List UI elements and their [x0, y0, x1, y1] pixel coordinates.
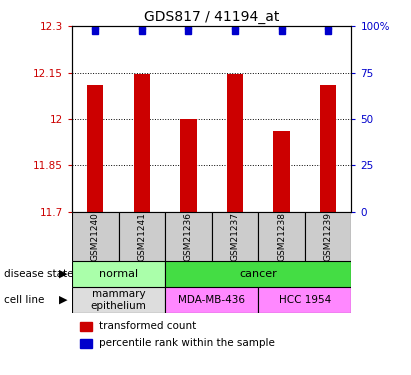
- Text: GSM21240: GSM21240: [91, 212, 100, 261]
- Bar: [305, 212, 351, 261]
- Text: mammary
epithelium: mammary epithelium: [90, 289, 146, 311]
- Text: GSM21237: GSM21237: [231, 212, 240, 261]
- Text: percentile rank within the sample: percentile rank within the sample: [99, 338, 275, 348]
- Bar: [87, 85, 103, 212]
- Text: cell line: cell line: [4, 295, 44, 305]
- Bar: [227, 74, 243, 212]
- Bar: [165, 287, 258, 313]
- Bar: [165, 261, 351, 287]
- Bar: [320, 85, 336, 212]
- Bar: [134, 74, 150, 212]
- Text: GSM21238: GSM21238: [277, 212, 286, 261]
- Text: disease state: disease state: [4, 269, 74, 279]
- Bar: [180, 119, 196, 212]
- Text: GSM21236: GSM21236: [184, 212, 193, 261]
- Text: cancer: cancer: [239, 269, 277, 279]
- Bar: [258, 287, 351, 313]
- Text: HCC 1954: HCC 1954: [279, 295, 331, 305]
- Bar: [165, 212, 212, 261]
- Bar: [72, 287, 165, 313]
- Bar: [273, 131, 290, 212]
- Text: normal: normal: [99, 269, 138, 279]
- Text: GSM21241: GSM21241: [137, 212, 146, 261]
- Bar: [118, 212, 165, 261]
- Bar: [72, 261, 165, 287]
- Bar: [72, 212, 118, 261]
- Bar: [212, 212, 258, 261]
- Text: MDA-MB-436: MDA-MB-436: [178, 295, 245, 305]
- Text: ▶: ▶: [59, 295, 68, 305]
- Bar: [258, 212, 305, 261]
- Text: GSM21239: GSM21239: [323, 212, 332, 261]
- Title: GDS817 / 41194_at: GDS817 / 41194_at: [144, 10, 279, 24]
- Text: transformed count: transformed count: [99, 321, 196, 331]
- Text: ▶: ▶: [59, 269, 68, 279]
